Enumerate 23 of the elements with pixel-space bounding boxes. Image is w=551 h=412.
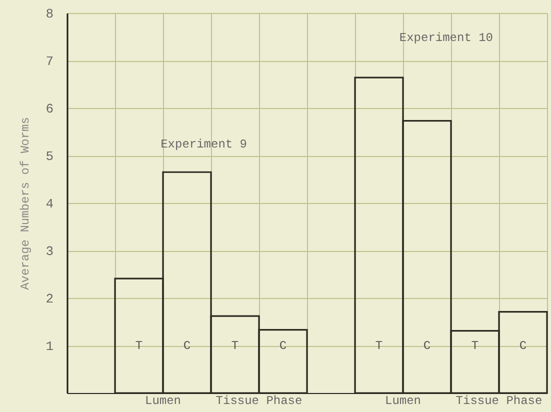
text: Lumen [384, 394, 422, 408]
y-tick-label: 6 [46, 102, 54, 116]
y-tick-label: 5 [46, 149, 54, 164]
text: Tissue Phase [216, 394, 302, 408]
y-axis-title: Average Numbers of Worms [18, 117, 33, 290]
y-tick-label: 7 [46, 54, 54, 69]
y-tick-label: 8 [46, 6, 54, 22]
x-tick-label: T [471, 339, 479, 353]
y-tick-label: 1 [46, 339, 54, 354]
x-tick-label: C [183, 339, 191, 353]
annotation: Experiment 9 [160, 138, 248, 152]
annotation: Experiment 10 [399, 30, 494, 45]
text: Tissue Phase [456, 394, 542, 408]
y-tick-label: 4 [46, 196, 54, 212]
x-tick-label: T [135, 339, 143, 353]
x-tick-label: C [279, 339, 287, 353]
y-tick-label: 3 [46, 244, 54, 259]
text: Lumen [144, 394, 182, 408]
x-tick-label: T [231, 339, 239, 353]
y-tick-label: 2 [46, 292, 54, 306]
x-tick-label: C [519, 339, 527, 353]
x-tick-label: C [423, 339, 431, 353]
x-tick-label: T [375, 339, 383, 353]
